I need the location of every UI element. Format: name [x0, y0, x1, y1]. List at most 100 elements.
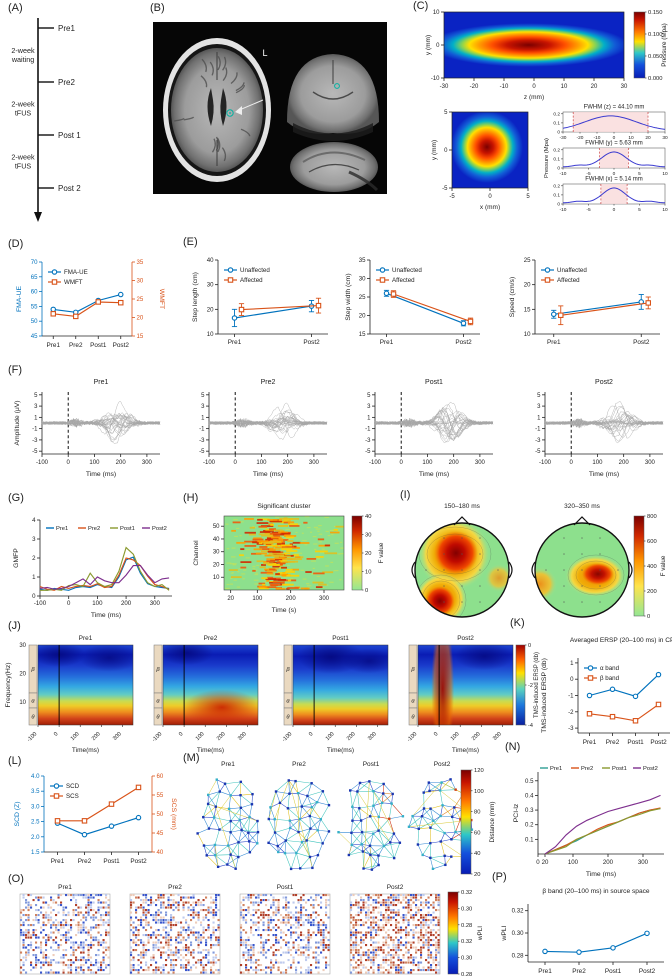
svg-text:70: 70 [31, 259, 38, 266]
svg-text:-2: -2 [568, 709, 574, 716]
spectrogram-post2 [418, 645, 513, 725]
svg-text:0: 0 [528, 643, 531, 649]
svg-text:5: 5 [444, 110, 448, 116]
svg-text:FWHM (y) = 5.63 mm: FWHM (y) = 5.63 mm [585, 141, 643, 147]
svg-text:Unaffected: Unaffected [392, 267, 422, 274]
panel-label-f: (F) [8, 364, 23, 376]
svg-text:100: 100 [422, 460, 433, 466]
svg-text:200: 200 [286, 596, 297, 602]
svg-text:Post1: Post1 [425, 379, 443, 386]
svg-text:0.150: 0.150 [648, 10, 663, 16]
svg-text:2-week: 2-week [11, 46, 35, 55]
svg-text:wPLI: wPLI [501, 925, 508, 941]
svg-text:300: 300 [142, 460, 153, 466]
svg-text:1: 1 [201, 415, 205, 421]
svg-text:200: 200 [603, 859, 614, 866]
svg-text:0.30: 0.30 [461, 906, 472, 912]
svg-text:Post1: Post1 [332, 635, 349, 642]
svg-text:Affected: Affected [240, 277, 263, 284]
panel-c-xy-axes: 5 0 -5 y (mm) -5 0 5 x (mm) [431, 110, 530, 211]
svg-text:Pre2: Pre2 [168, 884, 182, 891]
svg-text:100: 100 [450, 731, 461, 742]
panel-o-matrices: Pre1 Pre2 Post1 Post2 0.32 0.30 0.28 0.32 0.30 0.… [19, 884, 484, 978]
svg-text:0: 0 [647, 614, 650, 620]
svg-text:3: 3 [34, 404, 38, 410]
svg-text:WMFT: WMFT [158, 289, 165, 309]
svg-text:100: 100 [592, 460, 603, 466]
svg-text:20: 20 [359, 313, 366, 320]
svg-text:Step width (cm): Step width (cm) [345, 273, 352, 320]
panel-d-chart: 45 50 55 60 65 70 15 20 25 30 35 FMA-UE WMFT Pre1 Pre2… [16, 259, 165, 349]
svg-text:300: 300 [112, 731, 123, 742]
svg-text:-3: -3 [568, 725, 574, 732]
svg-text:1: 1 [32, 574, 36, 581]
panel-m-networks: Pre1 Pre2 Post1 Post2 120 100 80 60 40 20 Distance… [196, 761, 496, 878]
svg-text:-20: -20 [470, 84, 479, 90]
svg-text:60: 60 [157, 773, 164, 780]
svg-text:Pre1: Pre1 [550, 766, 562, 772]
svg-text:β: β [285, 667, 290, 673]
panel-label-j: (J) [8, 620, 21, 632]
svg-text:4.0: 4.0 [31, 773, 40, 780]
svg-text:300: 300 [475, 460, 486, 466]
svg-text:0: 0 [436, 43, 440, 49]
svg-text:30: 30 [137, 278, 144, 285]
svg-text:0: 0 [488, 194, 492, 200]
svg-text:Time (ms): Time (ms) [419, 471, 449, 478]
svg-text:35: 35 [359, 257, 366, 264]
svg-text:Post2: Post2 [152, 526, 167, 532]
svg-text:Post2: Post2 [650, 739, 667, 746]
svg-text:0: 0 [570, 676, 574, 683]
svg-text:Time(ms): Time(ms) [452, 747, 479, 754]
svg-text:20: 20 [524, 282, 531, 289]
svg-text:0.28: 0.28 [461, 972, 472, 978]
svg-text:WMFT: WMFT [64, 279, 83, 286]
svg-text:θ: θ [286, 715, 290, 721]
svg-text:200: 200 [619, 460, 630, 466]
svg-text:40: 40 [213, 537, 220, 543]
svg-text:2.5: 2.5 [31, 819, 40, 826]
svg-text:Pre2: Pre2 [78, 858, 92, 865]
svg-text:L: L [262, 48, 267, 58]
svg-text:Pre1: Pre1 [51, 858, 65, 865]
svg-text:-3: -3 [535, 438, 541, 444]
svg-text:0: 0 [444, 148, 448, 154]
svg-text:α: α [31, 699, 35, 705]
panel-label-i: (I) [400, 489, 411, 501]
svg-text:Pre1: Pre1 [380, 339, 394, 346]
svg-text:25: 25 [359, 294, 366, 301]
svg-text:40: 40 [474, 851, 480, 857]
spectrogram-pre1 [38, 645, 133, 725]
svg-text:0.28: 0.28 [461, 923, 472, 929]
svg-text:β band: β band [600, 675, 620, 682]
svg-text:0: 0 [234, 460, 238, 466]
svg-text:0.2: 0.2 [525, 822, 534, 829]
svg-text:Pre1: Pre1 [58, 24, 75, 33]
svg-text:Pre1: Pre1 [221, 761, 235, 768]
svg-text:2.0: 2.0 [31, 834, 40, 841]
svg-text:300: 300 [645, 460, 656, 466]
svg-text:Pre2: Pre2 [572, 968, 586, 975]
svg-text:0: 0 [365, 588, 368, 594]
svg-text:20: 20 [474, 872, 480, 878]
svg-text:5: 5 [526, 194, 530, 200]
panel-p-wpli: 0.32 0.30 0.28 wPLI β band (20–100 ms) in so… [501, 888, 664, 975]
svg-text:Pre1: Pre1 [94, 379, 109, 386]
svg-text:Pre2: Pre2 [581, 766, 593, 772]
panel-label-e: (E) [183, 236, 198, 248]
svg-text:45: 45 [31, 333, 38, 340]
svg-text:5: 5 [537, 393, 541, 399]
svg-text:Pre1: Pre1 [79, 635, 93, 642]
svg-text:tFUS: tFUS [15, 109, 32, 118]
panel-label-n: (N) [505, 741, 521, 753]
svg-text:120: 120 [474, 768, 484, 774]
svg-text:z (mm): z (mm) [524, 94, 544, 101]
svg-text:0: 0 [557, 202, 560, 208]
svg-text:100: 100 [195, 731, 206, 742]
svg-text:θ: θ [411, 715, 415, 721]
svg-text:5: 5 [367, 393, 371, 399]
svg-text:0: 0 [613, 207, 616, 213]
svg-text:Post1: Post1 [605, 968, 622, 975]
